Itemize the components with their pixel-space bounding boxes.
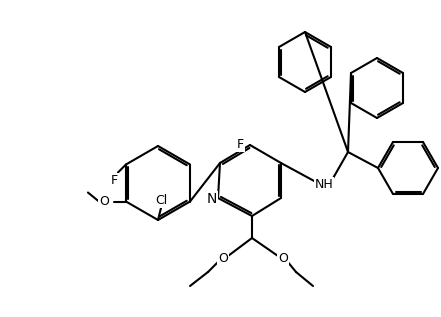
Text: NH: NH: [314, 178, 333, 191]
Text: O: O: [278, 253, 288, 266]
Text: O: O: [99, 195, 109, 208]
Text: F: F: [236, 138, 243, 151]
Text: F: F: [110, 174, 117, 187]
Text: N: N: [207, 192, 217, 206]
Text: O: O: [218, 253, 228, 266]
Text: Cl: Cl: [155, 193, 167, 206]
